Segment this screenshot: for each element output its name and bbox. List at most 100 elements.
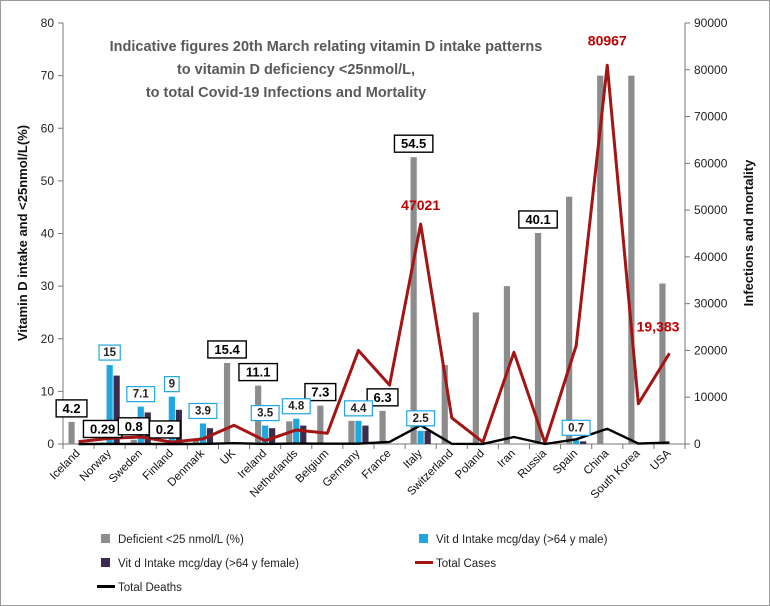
data-label: 0.8 [125,419,143,434]
data-label-box [343,400,373,417]
x-tick-label: UK [218,447,238,467]
data-label-box [518,210,558,229]
y-axis-title: Vitamin D intake and <25nmol/L(%) [15,125,30,341]
bar-1-ireland [262,425,269,444]
bar-2-italy [424,430,431,444]
data-label-box [238,362,279,382]
data-label: 7.1 [133,389,150,401]
data-label: 0.2 [156,422,174,437]
data-label-box [55,399,88,418]
bar-1-germany [355,420,362,444]
x-tick-label: Spain [551,448,580,477]
bar-0-uk [223,362,231,444]
x-tick-label: Iran [496,448,519,471]
data-label: 4.8 [288,401,305,413]
left-tick-label: 50 [41,174,55,188]
data-label: 6.3 [374,390,392,405]
data-label: 3.5 [257,408,274,420]
data-label: 2.5 [413,413,430,425]
data-label: 15.4 [214,342,240,357]
bar-0-iceland [68,421,75,444]
bar-0-denmark [192,438,200,444]
cases-annotation: 47021 [401,197,440,213]
legend: Deficient <25 nmol/L (%) Vit d Intake mcg… [97,534,608,594]
x-tick-label: France [360,448,394,482]
data-label-box [207,340,247,359]
data-label: 4.2 [63,401,81,416]
bar-0-belgium [317,405,324,444]
right-tick-label: 30000 [694,297,728,311]
left-tick-label: 20 [41,332,55,346]
bar-0-russia [534,232,542,444]
legend-label: Total Cases [436,558,496,570]
data-label: 54.5 [401,136,426,151]
right-tick-label: 80000 [694,63,728,77]
bar-1-italy [417,430,424,444]
bar-0-sweden [130,439,137,444]
right-tick-label: 60000 [694,156,728,170]
data-label-box [126,386,156,403]
left-tick-label: 60 [41,121,55,135]
legend-label: Total Deaths [118,582,182,594]
data-label-box [98,344,121,361]
x-tick-label: USA [648,447,673,472]
data-label: 40.1 [525,212,550,227]
right-tick-label: 20000 [694,343,728,357]
bar-0-poland [472,312,479,444]
data-label-box [163,376,180,393]
data-label: 15 [103,347,116,359]
data-label: 0.7 [568,422,584,434]
title-line: Indicative figures 20th March relating v… [110,39,543,55]
chart-title: Indicative figures 20th March relating v… [110,39,543,101]
x-tick-label: Italy [401,447,425,471]
lines-layer [78,63,671,446]
data-label-box [406,410,436,427]
data-label-box [188,402,218,420]
data-label: 0.29 [90,421,115,436]
data-label: 4.4 [350,403,367,415]
right-tick-label: 70000 [694,110,728,124]
right-tick-label: 10000 [694,390,728,404]
left-tick-label: 80 [41,16,55,30]
bar-2-netherlands [300,425,307,444]
title-line: to vitamin D deficiency <25nmol/L, [177,62,415,78]
right-tick-label: 50000 [694,203,728,217]
data-label-box [148,420,181,439]
bar-0-switzerland [441,365,448,444]
x-tick-label: Poland [453,448,487,482]
y2-axis-title: Infections and mortality [741,159,756,306]
x-tick-label: China [582,447,612,477]
bar-1-denmark [199,423,207,444]
data-label-box [250,404,280,422]
x-tick-label: Russia [516,447,550,481]
data-label-box [393,134,434,153]
left-tick-label: 40 [41,227,55,241]
legend-label: Vit d Intake mcg/day (>64 y female) [118,558,299,570]
data-label-box [366,388,399,407]
data-label-box [281,398,311,415]
right-tick-label: 40000 [694,250,728,264]
bar-2-germany [362,425,369,444]
bar-0-south-korea [628,75,635,444]
left-tick-label: 0 [47,437,54,451]
cases-annotation: 80967 [588,32,627,48]
legend-swatch [101,558,110,567]
legend-label: Vit d Intake mcg/day (>64 y male) [436,534,608,546]
bar-0-italy [410,157,417,444]
bar-2-ireland [269,428,276,444]
x-tick-label: Sweden [107,448,145,486]
total-deaths-line [78,424,670,446]
bar-0-france [379,410,386,444]
left-tick-label: 10 [41,384,55,398]
bar-1-spain [573,440,580,444]
title-line: to total Covid-19 Infections and Mortali… [146,85,426,101]
bar-0-spain [566,196,573,444]
data-label-box [561,419,591,436]
legend-swatch [101,534,110,543]
x-tick-label: Iceland [48,448,83,483]
data-label: 7.3 [311,385,329,400]
data-label-box [304,382,337,402]
bar-2-norway [113,375,120,444]
bar-1-norway [106,365,113,444]
